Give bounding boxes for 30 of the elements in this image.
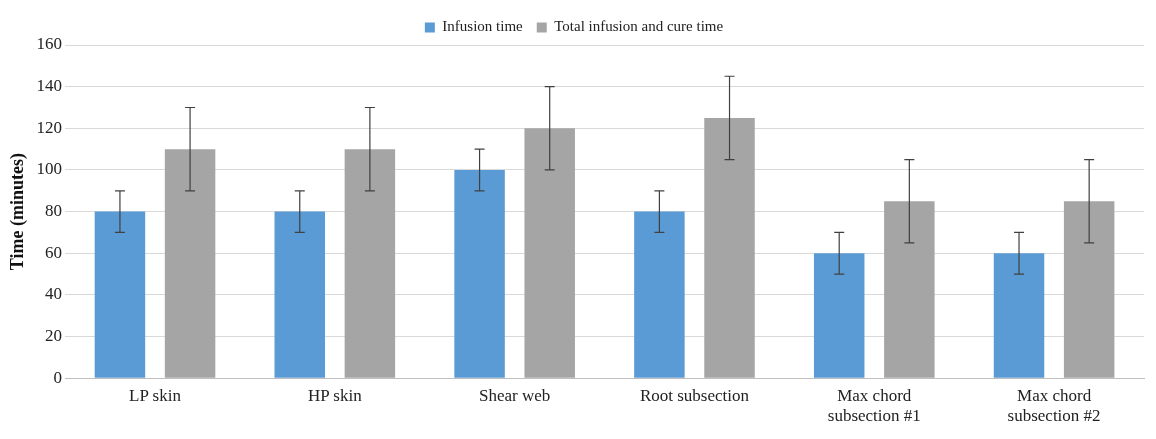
bar [454, 169, 505, 378]
bar [1063, 201, 1115, 378]
x-tick-label: LP skin [129, 385, 182, 405]
legend-label: Infusion time [442, 18, 524, 35]
bar [813, 253, 865, 378]
bar [524, 128, 575, 378]
x-tick-label: Root subsection [639, 385, 750, 405]
x-tick-label: Max chord subsection #2 [1007, 385, 1101, 426]
bar [993, 253, 1045, 378]
y-tick-label: 0 [53, 367, 63, 387]
y-axis-title: Time (minutes) [7, 153, 29, 271]
y-tick-label: 80 [45, 201, 63, 221]
bar [94, 211, 146, 378]
y-tick-label: 40 [45, 284, 63, 304]
bar [274, 211, 326, 378]
x-tick-label: HP skin [307, 385, 363, 405]
legend-label: Total infusion and cure time [554, 18, 724, 35]
y-tick-label: 140 [36, 76, 63, 96]
bar [634, 211, 685, 378]
bar [884, 201, 935, 378]
x-tick-label: Max chord subsection #1 [827, 385, 921, 426]
y-tick-label: 20 [45, 326, 63, 346]
bar [704, 117, 755, 378]
x-tick-label: Shear web [479, 385, 551, 405]
bar [344, 149, 396, 378]
y-tick-label: 100 [36, 159, 63, 179]
bar [164, 149, 216, 378]
y-tick-label: 160 [36, 34, 63, 54]
y-tick-label: 120 [36, 117, 63, 137]
y-tick-label: 60 [45, 242, 63, 262]
